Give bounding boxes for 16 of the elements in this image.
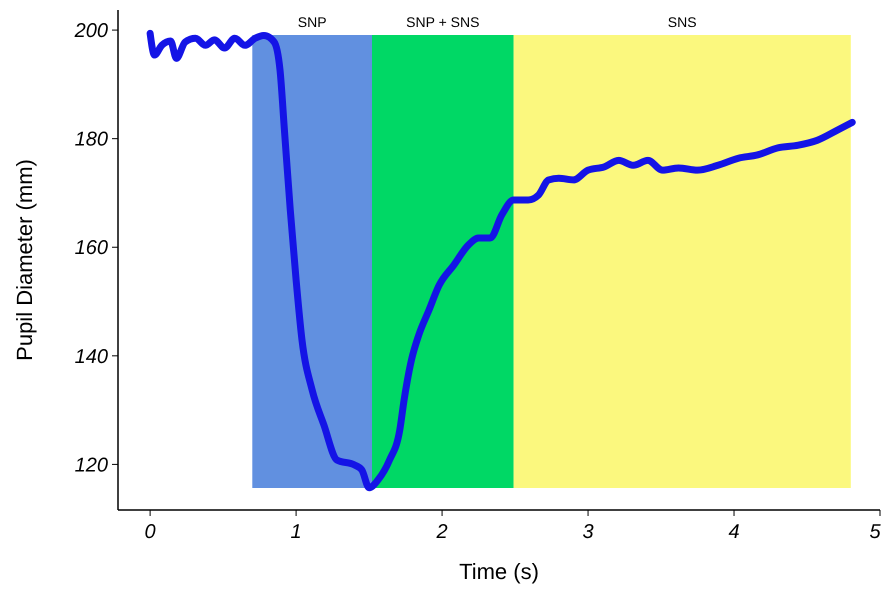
x-tick-label: 4 (728, 521, 740, 543)
y-tick-label: 160 (74, 237, 108, 260)
x-tick-label: 3 (582, 521, 594, 543)
x-axis-title: Time (s) (459, 559, 539, 584)
band-label: SNP (298, 14, 327, 30)
band-label: SNS (668, 14, 697, 30)
x-tick-label: 1 (290, 521, 302, 543)
x-tick-label: 2 (436, 521, 448, 543)
y-tick-label: 180 (74, 128, 108, 151)
y-axis-title: Pupil Diameter (mm) (12, 159, 37, 361)
band-label: SNP + SNS (406, 14, 480, 30)
x-tick-label: 0 (144, 521, 156, 543)
y-tick-label: 200 (74, 20, 108, 42)
y-tick-label: 120 (74, 454, 108, 476)
y-tick-label: 140 (74, 346, 108, 368)
x-tick-label: 5 (869, 521, 882, 543)
